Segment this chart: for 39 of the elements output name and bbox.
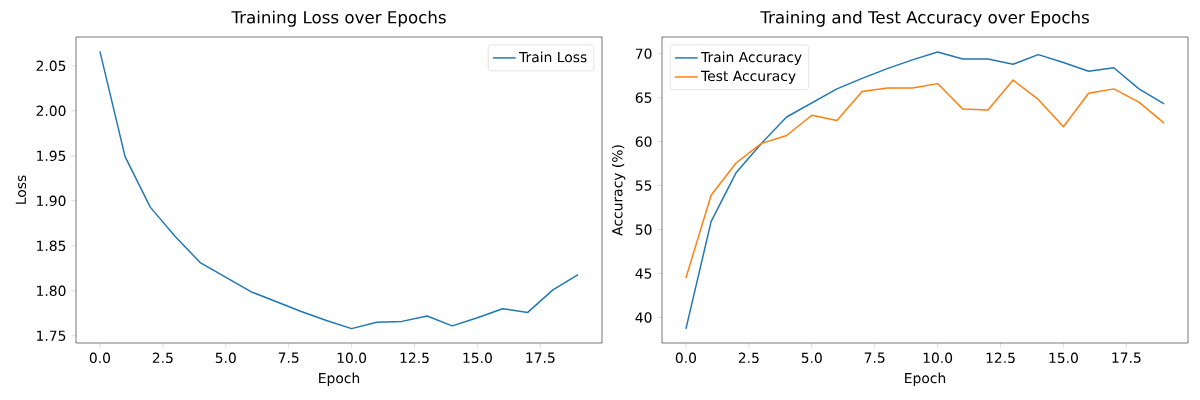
x-tick-label: 17.5 <box>1112 352 1141 363</box>
y-axis-title: Accuracy (%) <box>611 145 626 236</box>
x-tick-label: 5.0 <box>215 352 236 364</box>
legend-label: Test Accuracy <box>701 70 796 84</box>
x-tick-label: 12.5 <box>400 352 429 364</box>
x-tick-label: 0.0 <box>89 352 111 364</box>
y-tick-label: 65 <box>635 92 652 103</box>
y-tick-label: 45 <box>635 268 652 279</box>
x-axis-title: Epoch <box>319 372 360 386</box>
x-tick-label: 2.5 <box>152 352 173 364</box>
y-tick-label: 50 <box>635 224 652 235</box>
x-tick-label: 12.5 <box>986 352 1015 364</box>
legend-label: Train Loss <box>519 51 587 63</box>
x-tick-label: 0.0 <box>675 352 697 364</box>
x-tick-label: 7.5 <box>278 352 299 363</box>
x-tick-label: 10.0 <box>923 352 953 364</box>
x-tick-label: 10.0 <box>337 352 367 364</box>
y-tick-label: 40 <box>635 312 652 323</box>
y-tick-label: 2.00 <box>36 105 66 117</box>
y-tick-label: 2.05 <box>36 60 66 72</box>
y-tick-label: 60 <box>635 136 652 147</box>
y-tick-label: 1.90 <box>37 195 66 207</box>
y-tick-label: 1.75 <box>37 330 66 341</box>
x-tick-label: 2.5 <box>738 352 759 364</box>
x-tick-label: 5.0 <box>801 352 822 364</box>
x-tick-label: 7.5 <box>864 352 885 363</box>
x-tick-label: 15.0 <box>463 352 492 364</box>
y-tick-label: 1.80 <box>37 285 66 297</box>
y-tick-label: 1.95 <box>37 150 66 162</box>
legend-label: Train Accuracy <box>701 51 802 65</box>
x-tick-label: 15.0 <box>1049 352 1078 364</box>
y-axis-title: Loss <box>15 175 27 204</box>
y-tick-label: 55 <box>635 180 652 191</box>
x-tick-label: 17.5 <box>526 352 555 363</box>
x-axis-title: Epoch <box>905 372 946 386</box>
y-tick-label: 1.85 <box>37 240 66 252</box>
y-tick-label: 70 <box>635 48 652 59</box>
chart-title: Training Loss over Epochs <box>231 10 446 27</box>
chart-title: Training and Test Accuracy over Epochs <box>760 10 1089 27</box>
